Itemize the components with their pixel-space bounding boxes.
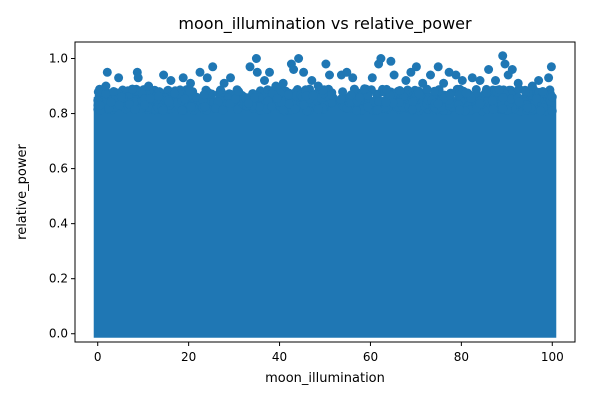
scatter-point — [144, 81, 154, 91]
scatter-points — [95, 51, 557, 110]
scatter-point — [321, 59, 331, 69]
scatter-point — [202, 73, 212, 83]
scatter-point — [348, 73, 358, 83]
scatter-point — [114, 73, 124, 83]
y-tick-label: 1.0 — [49, 52, 68, 66]
y-tick-label: 0.4 — [49, 217, 68, 231]
scatter-point — [289, 65, 299, 74]
scatter-point — [513, 78, 523, 88]
scatter-point — [133, 73, 143, 83]
scatter-point — [544, 73, 554, 83]
scatter-point — [219, 78, 229, 88]
scatter-point — [95, 100, 105, 110]
scatter-point — [439, 78, 449, 88]
x-tick-label: 80 — [454, 350, 469, 364]
scatter-point — [406, 67, 416, 77]
scatter-point — [401, 76, 411, 85]
scatter-point — [101, 81, 111, 91]
scatter-point — [278, 78, 288, 88]
scatter-point — [521, 87, 530, 96]
scatter-point — [367, 73, 377, 83]
scatter-point — [166, 76, 176, 85]
scatter-point — [102, 67, 112, 77]
x-tick-label: 0 — [94, 350, 102, 364]
scatter-point — [457, 76, 467, 85]
scatter-point — [534, 76, 544, 85]
y-tick-label: 0.2 — [49, 272, 68, 286]
scatter-point — [260, 76, 269, 85]
scatter-point — [313, 81, 323, 91]
scatter-point — [252, 67, 262, 77]
scatter-point — [116, 92, 126, 102]
scatter-point — [444, 67, 454, 77]
scatter-point — [547, 92, 557, 102]
scatter-point — [251, 54, 261, 63]
scatter-point — [527, 81, 537, 91]
scatter-point — [498, 51, 508, 61]
scatter-point — [433, 62, 443, 72]
scatter-point — [426, 70, 435, 80]
scatter-point — [178, 73, 188, 83]
y-tick-label: 0.8 — [49, 107, 68, 121]
x-tick-label: 40 — [272, 350, 287, 364]
plot-frame — [74, 41, 576, 343]
scatter-point — [271, 81, 281, 91]
scatter-point — [342, 67, 352, 77]
y-tick-label: 0.6 — [49, 162, 68, 176]
scatter-point — [299, 67, 309, 77]
scatter-point — [186, 78, 195, 88]
x-tick-label: 20 — [181, 350, 196, 364]
scatter-point — [491, 76, 500, 85]
scatter-point — [159, 70, 169, 80]
scatter-point — [208, 62, 218, 72]
x-axis: 0 20 40 60 80 100 — [94, 342, 564, 364]
scatter-points-dense — [93, 84, 557, 338]
scatter-point — [360, 84, 369, 94]
scatter-point — [325, 70, 334, 80]
scatter-point — [226, 73, 235, 83]
scatter-point — [307, 76, 317, 85]
scatter-point — [418, 78, 428, 88]
y-axis: 0.0 0.2 0.4 0.6 0.8 1.0 — [49, 52, 75, 341]
scatter-point — [265, 67, 274, 77]
scatter-point — [376, 54, 386, 63]
scatter-point — [386, 56, 396, 66]
scatter-point — [475, 76, 485, 85]
scatter-point — [546, 62, 556, 72]
x-tick-label: 60 — [363, 350, 378, 364]
scatter-point — [109, 87, 119, 96]
chart-title: moon_illumination vs relative_power — [178, 14, 472, 34]
scatter-point — [484, 65, 494, 74]
scatter-point — [234, 87, 244, 96]
scatter-point — [411, 62, 421, 72]
x-axis-label: moon_illumination — [265, 371, 385, 386]
y-tick-label: 0.0 — [49, 327, 68, 341]
scatter-point — [500, 59, 510, 69]
scatter-point — [389, 70, 399, 80]
x-tick-label: 100 — [541, 350, 564, 364]
scatter-point — [507, 65, 517, 74]
scatter-point — [467, 73, 477, 83]
scatter-point — [451, 70, 461, 80]
scatter-point — [245, 62, 255, 72]
scatter-point — [195, 67, 205, 77]
y-axis-label: relative_power — [15, 143, 30, 239]
scatter-point — [294, 54, 304, 63]
